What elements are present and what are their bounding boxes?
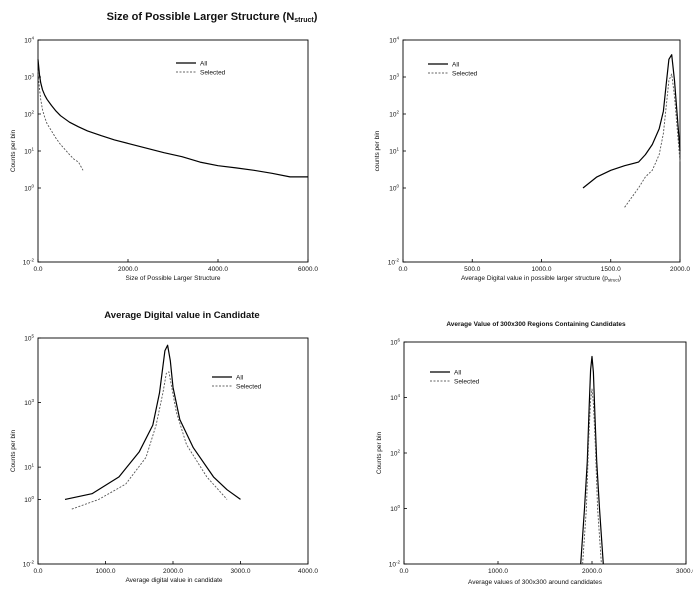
y-axis-label: counts per bin <box>374 130 381 171</box>
series-line-all <box>582 54 681 189</box>
y-tick-label: 101 <box>389 147 399 156</box>
y-tick-label: 10-2 <box>388 258 400 267</box>
legend-label-selected: Selected <box>454 379 480 386</box>
panel-title: Size of Possible Larger Structure (Nstru… <box>107 11 318 24</box>
y-tick-label: 103 <box>389 73 399 82</box>
x-tick-label: 2000.0 <box>163 568 183 575</box>
x-axis-label: Size of Possible Larger Structure <box>125 275 220 282</box>
x-tick-label: 0.0 <box>33 568 42 575</box>
legend-label-selected: Selected <box>452 71 478 78</box>
y-tick-label: 102 <box>24 110 34 119</box>
y-tick-label: 105 <box>24 334 34 343</box>
y-axis-label: Counts per bin <box>10 429 17 472</box>
plot-frame <box>403 341 687 565</box>
legend: All Selected <box>430 370 480 386</box>
x-tick-label: 6000.0 <box>298 266 318 273</box>
series-line-selected <box>37 70 84 171</box>
series-line-selected <box>624 73 681 208</box>
y-tick-label: 102 <box>390 449 400 458</box>
y-tick-label: 101 <box>24 147 34 156</box>
x-tick-label: 4000.0 <box>298 568 318 575</box>
x-tick-label: 4000.0 <box>208 266 228 273</box>
y-tick-label: 104 <box>390 393 400 402</box>
panel-title: Average Value of 300x300 Regions Contain… <box>446 321 626 328</box>
y-axis-label: Counts per bin <box>376 431 383 474</box>
x-tick-label: 1000.0 <box>96 568 116 575</box>
x-tick-label: 3000.0 <box>676 568 693 575</box>
y-tick-label: 102 <box>389 110 399 119</box>
x-tick-label: 1000.0 <box>532 266 552 273</box>
plot-area: 0.0 1000.0 2000.0 3000.0 4000.0 10-2 100 101 103… <box>23 334 319 576</box>
y-tick-label: 104 <box>24 36 34 45</box>
panel-size-structure: Size of Possible Larger Structure (Nstru… <box>10 11 318 282</box>
legend-label-all: All <box>454 370 462 377</box>
panel-average-regions: Average Value of 300x300 Regions Contain… <box>376 321 693 586</box>
plot-area: 0.0 500.0 1000.0 1500.0 2000.0 10-2 100 101 102 1… <box>388 36 691 274</box>
x-tick-label: 500.0 <box>464 266 481 273</box>
y-tick-label: 100 <box>24 495 34 504</box>
panel-title: Average Digital value in Candidate <box>104 310 259 321</box>
legend-label-all: All <box>200 61 208 68</box>
panel-average-structure: 0.0 500.0 1000.0 1500.0 2000.0 10-2 100 101 102 1… <box>374 36 690 283</box>
series-line-all <box>580 355 604 565</box>
x-tick-label: 0.0 <box>33 266 42 273</box>
legend-label-all: All <box>236 375 244 382</box>
plot-frame <box>402 39 681 263</box>
x-axis-label: Average Digital value in possible larger… <box>461 275 621 283</box>
y-tick-label: 100 <box>389 184 399 193</box>
legend-label-selected: Selected <box>200 70 226 77</box>
x-axis-label: Average values of 300x300 around candida… <box>468 579 603 586</box>
legend: All Selected <box>176 61 226 77</box>
series-line-selected <box>582 388 602 565</box>
legend-label-all: All <box>452 62 460 69</box>
series-line-all <box>64 344 241 500</box>
y-tick-label: 10-2 <box>389 560 401 569</box>
plot-area: 0.0 1000.0 2000.0 3000.0 10-2 100 102 104 106 <box>389 338 693 576</box>
y-axis-label: Counts per bin <box>10 129 17 172</box>
x-tick-label: 1000.0 <box>488 568 508 575</box>
x-tick-label: 2000.0 <box>118 266 138 273</box>
y-tick-label: 101 <box>24 463 34 472</box>
x-tick-label: 1500.0 <box>601 266 621 273</box>
x-tick-label: 2000.0 <box>670 266 690 273</box>
legend: All Selected <box>428 62 478 78</box>
legend-label-selected: Selected <box>236 384 262 391</box>
plot-frame <box>37 337 309 565</box>
series-line-all <box>37 59 308 178</box>
series-line-selected <box>71 371 228 510</box>
plot-frame <box>37 39 309 263</box>
y-tick-label: 10-2 <box>23 258 35 267</box>
legend: All Selected <box>212 375 262 391</box>
y-tick-label: 10-2 <box>23 560 35 569</box>
y-tick-label: 100 <box>390 504 400 513</box>
x-tick-label: 2000.0 <box>582 568 602 575</box>
y-tick-label: 103 <box>24 398 34 407</box>
x-tick-label: 0.0 <box>398 266 407 273</box>
y-tick-label: 100 <box>24 184 34 193</box>
x-tick-label: 0.0 <box>399 568 408 575</box>
plot-area: 0.0 2000.0 4000.0 6000.0 10-2 100 101 102 103 104 <box>23 36 319 274</box>
y-tick-label: 103 <box>24 73 34 82</box>
x-tick-label: 3000.0 <box>231 568 251 575</box>
y-tick-label: 104 <box>389 36 399 45</box>
y-tick-label: 106 <box>390 338 400 347</box>
panel-average-candidate: Average Digital value in Candidate 0.0 10… <box>10 310 318 584</box>
x-axis-label: Average digital value in candidate <box>125 577 222 584</box>
